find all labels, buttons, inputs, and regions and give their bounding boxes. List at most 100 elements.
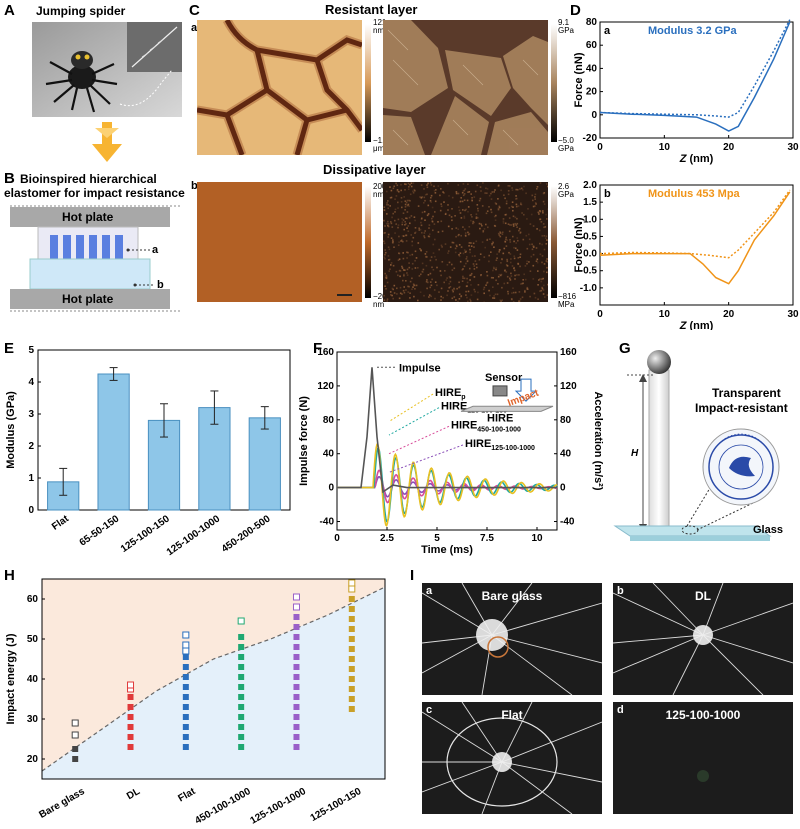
- noise-speck: [431, 266, 433, 269]
- filled-point: [182, 684, 189, 690]
- filled-point: [127, 714, 134, 720]
- noise-speck: [473, 265, 476, 267]
- noise-speck: [522, 238, 525, 241]
- panel-g: G Transparent Impact-resistant H Glass: [605, 338, 800, 563]
- noise-speck: [415, 257, 418, 259]
- noise-speck: [534, 193, 537, 196]
- noise-speck: [426, 279, 428, 281]
- noise-speck: [541, 255, 544, 257]
- noise-speck: [508, 207, 511, 209]
- y-tick-label: 160: [317, 347, 334, 358]
- noise-speck: [541, 261, 543, 264]
- noise-speck: [433, 223, 436, 225]
- noise-speck: [426, 193, 428, 196]
- noise-speck: [401, 235, 404, 237]
- noise-speck: [485, 187, 487, 190]
- crack-pattern: [697, 770, 709, 782]
- noise-speck: [388, 259, 390, 261]
- noise-speck: [401, 206, 403, 209]
- plot-frame: [599, 184, 794, 306]
- noise-speck: [423, 232, 426, 234]
- bar: [97, 373, 130, 511]
- noise-speck: [390, 262, 393, 264]
- noise-speck: [464, 188, 467, 190]
- open-point: [292, 603, 300, 611]
- noise-speck: [389, 258, 391, 261]
- noise-speck: [462, 194, 465, 197]
- noise-speck: [541, 286, 543, 289]
- noise-speck: [495, 266, 498, 269]
- noise-speck: [506, 260, 509, 263]
- noise-speck: [451, 196, 454, 199]
- noise-speck: [481, 224, 483, 227]
- noise-speck: [508, 230, 511, 233]
- noise-speck: [476, 184, 479, 187]
- noise-speck: [431, 217, 433, 220]
- noise-speck: [474, 255, 476, 257]
- noise-speck: [539, 182, 542, 184]
- noise-speck: [435, 258, 437, 261]
- y-axis-label: Force (nN): [573, 52, 585, 107]
- noise-speck: [510, 205, 513, 208]
- noise-speck: [387, 224, 389, 227]
- noise-speck: [492, 286, 494, 288]
- noise-speck: [467, 191, 469, 193]
- noise-speck: [507, 193, 510, 196]
- noise-speck: [513, 240, 515, 243]
- colorbar-height-1: [365, 24, 371, 142]
- noise-speck: [482, 230, 485, 232]
- noise-speck: [512, 206, 514, 208]
- noise-speck: [440, 274, 442, 277]
- photo-title: DL: [695, 589, 711, 603]
- noise-speck: [537, 284, 539, 286]
- noise-speck: [542, 277, 544, 280]
- noise-speck: [506, 265, 509, 267]
- noise-speck: [395, 270, 398, 273]
- noise-speck: [539, 242, 541, 245]
- noise-speck: [497, 208, 500, 211]
- filled-point: [182, 714, 189, 720]
- noise-speck: [445, 279, 448, 281]
- noise-speck: [507, 190, 510, 192]
- y2-tick-label: 40: [560, 449, 572, 460]
- noise-speck: [418, 227, 420, 230]
- noise-speck: [481, 241, 484, 243]
- noise-speck: [392, 212, 394, 215]
- noise-speck: [389, 186, 391, 188]
- x-tick-label: 0: [597, 309, 603, 320]
- noise-speck: [439, 270, 442, 272]
- noise-speck: [539, 278, 541, 280]
- noise-speck: [443, 281, 445, 284]
- noise-speck: [430, 284, 433, 287]
- noise-speck: [406, 272, 408, 274]
- filled-point: [72, 756, 79, 762]
- noise-speck: [383, 219, 385, 222]
- noise-speck: [492, 242, 494, 244]
- noise-speck: [457, 192, 459, 195]
- filled-point: [293, 694, 300, 700]
- filled-point: [238, 734, 245, 740]
- noise-speck: [544, 296, 546, 298]
- noise-speck: [483, 256, 486, 258]
- drop-test-diagram: [613, 350, 780, 541]
- noise-speck: [471, 197, 473, 199]
- noise-speck: [488, 260, 490, 263]
- y-tick-label: 30: [27, 714, 39, 725]
- noise-speck: [546, 258, 548, 260]
- noise-speck: [384, 251, 387, 254]
- noise-speck: [407, 285, 409, 288]
- noise-speck: [458, 255, 461, 258]
- filled-point: [348, 686, 355, 692]
- category-label: 125-100-1000: [165, 513, 223, 558]
- noise-speck: [532, 245, 535, 247]
- noise-speck: [436, 266, 438, 269]
- crack-ring: [446, 717, 558, 807]
- noise-speck: [441, 246, 443, 248]
- noise-speck: [405, 223, 407, 225]
- hot-press-diagram: [10, 205, 180, 312]
- filled-point: [238, 694, 245, 700]
- noise-speck: [544, 226, 547, 228]
- noise-speck: [462, 226, 464, 228]
- noise-speck: [541, 235, 544, 237]
